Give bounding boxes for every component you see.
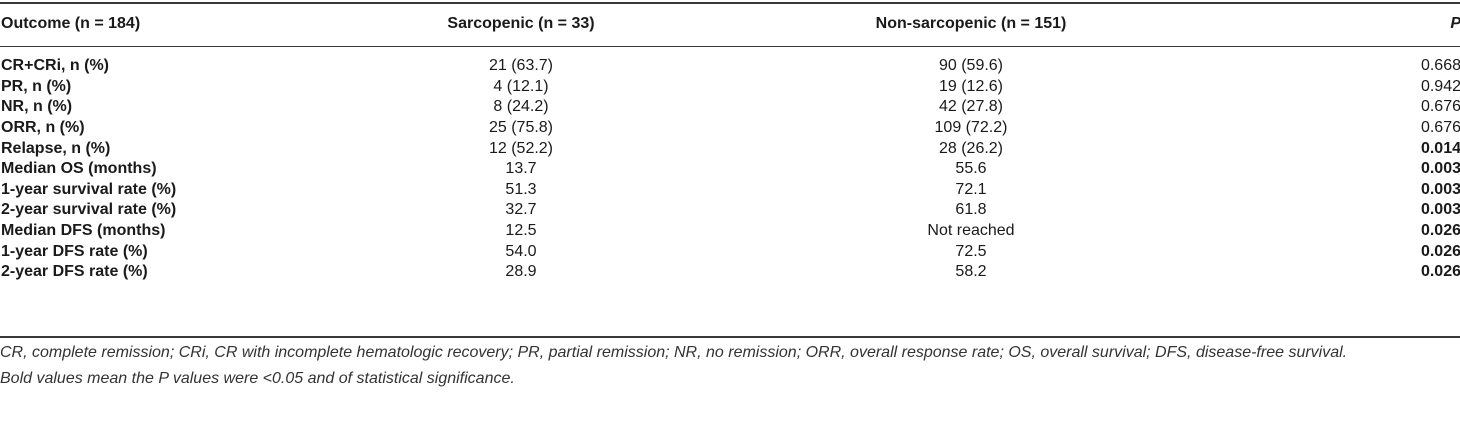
cell-sarcopenic: 32.7 [505, 201, 537, 219]
cell-non-sarcopenic: 109 (72.2) [934, 119, 1008, 137]
header-sarcopenic: Sarcopenic (n = 33) [447, 15, 595, 32]
cell-outcome: 2-year DFS rate (%) [1, 263, 148, 281]
cell-outcome: 1-year survival rate (%) [1, 180, 177, 198]
cell-non-sarcopenic: 58.2 [955, 263, 987, 281]
table-body: CR+CRi, n (%) 21 (63.7) 90 (59.6) 0.668 PR, … [0, 44, 1460, 283]
table-row: Median DFS (months) 12.5 Not reached 0.026 [0, 221, 1460, 242]
cell-non-sarcopenic: 19 (12.6) [938, 77, 1004, 95]
cell-outcome: 2-year survival rate (%) [1, 201, 177, 219]
footnote-significance: Bold values mean the P values were <0.05… [0, 370, 515, 387]
cell-p-value: 0.668 [1420, 57, 1460, 75]
cell-outcome: CR+CRi, n (%) [1, 57, 109, 75]
table-header-rule [0, 46, 1460, 47]
cell-outcome: Relapse, n (%) [1, 139, 111, 157]
cell-sarcopenic: 12.5 [505, 222, 537, 240]
cell-outcome: NR, n (%) [1, 98, 73, 116]
table-row: NR, n (%) 8 (24.2) 42 (27.8) 0.676 [0, 97, 1460, 118]
cell-outcome: ORR, n (%) [1, 119, 85, 137]
header-p-value: P [1450, 15, 1460, 32]
cell-p-value: 0.676 [1420, 119, 1460, 137]
table-row: 2-year survival rate (%) 32.7 61.8 0.003 [0, 200, 1460, 221]
cell-outcome: Median OS (months) [1, 160, 157, 178]
cell-sarcopenic: 51.3 [505, 180, 537, 198]
cell-p-value: 0.026 [1420, 222, 1460, 240]
cell-sarcopenic: 4 (12.1) [493, 77, 549, 95]
outcomes-table: Outcome (n = 184) Sarcopenic (n = 33) No… [0, 4, 1460, 283]
cell-non-sarcopenic: Not reached [927, 222, 1015, 240]
cell-p-value: 0.003 [1420, 180, 1460, 198]
cell-outcome: 1-year DFS rate (%) [1, 242, 148, 260]
cell-p-value: 0.676 [1420, 98, 1460, 116]
cell-non-sarcopenic: 28 (26.2) [938, 139, 1004, 157]
table-row: 1-year DFS rate (%) 54.0 72.5 0.026 [0, 241, 1460, 262]
table-header-row: Outcome (n = 184) Sarcopenic (n = 33) No… [0, 4, 1460, 44]
cell-p-value: 0.003 [1420, 160, 1460, 178]
table-row: PR, n (%) 4 (12.1) 19 (12.6) 0.942 [0, 77, 1460, 98]
table-row: CR+CRi, n (%) 21 (63.7) 90 (59.6) 0.668 [0, 44, 1460, 77]
cell-p-value: 0.026 [1420, 242, 1460, 260]
table-row: Relapse, n (%) 12 (52.2) 28 (26.2) 0.014 [0, 138, 1460, 159]
table-row: Median OS (months) 13.7 55.6 0.003 [0, 159, 1460, 180]
cell-non-sarcopenic: 55.6 [955, 160, 987, 178]
table-row: 2-year DFS rate (%) 28.9 58.2 0.026 [0, 262, 1460, 283]
cell-p-value: 0.003 [1420, 201, 1460, 219]
cell-sarcopenic: 25 (75.8) [488, 119, 554, 137]
cell-non-sarcopenic: 72.1 [955, 180, 987, 198]
cell-p-value: 0.014 [1420, 139, 1460, 157]
cell-sarcopenic: 12 (52.2) [488, 139, 554, 157]
table-row: ORR, n (%) 25 (75.8) 109 (72.2) 0.676 [0, 118, 1460, 139]
header-non-sarcopenic: Non-sarcopenic (n = 151) [875, 15, 1067, 32]
cell-p-value: 0.942 [1420, 77, 1460, 95]
cell-outcome: Median DFS (months) [1, 222, 166, 240]
cell-non-sarcopenic: 42 (27.8) [938, 98, 1004, 116]
table-bottom-rule [0, 336, 1460, 338]
table-top-rule [0, 2, 1460, 4]
cell-non-sarcopenic: 72.5 [955, 242, 987, 260]
cell-sarcopenic: 13.7 [505, 160, 537, 178]
table-footnotes: CR, complete remission; CRi, CR with inc… [0, 342, 1450, 394]
header-outcome: Outcome (n = 184) [1, 15, 141, 32]
cell-p-value: 0.026 [1420, 263, 1460, 281]
cell-sarcopenic: 8 (24.2) [493, 98, 549, 116]
cell-sarcopenic: 28.9 [505, 263, 537, 281]
footnote-abbreviations: CR, complete remission; CRi, CR with inc… [0, 344, 1348, 361]
cell-sarcopenic: 54.0 [505, 242, 537, 260]
table-row: 1-year survival rate (%) 51.3 72.1 0.003 [0, 180, 1460, 201]
cell-sarcopenic: 21 (63.7) [488, 57, 554, 75]
cell-non-sarcopenic: 61.8 [955, 201, 987, 219]
cell-outcome: PR, n (%) [1, 77, 72, 95]
cell-non-sarcopenic: 90 (59.6) [938, 57, 1004, 75]
